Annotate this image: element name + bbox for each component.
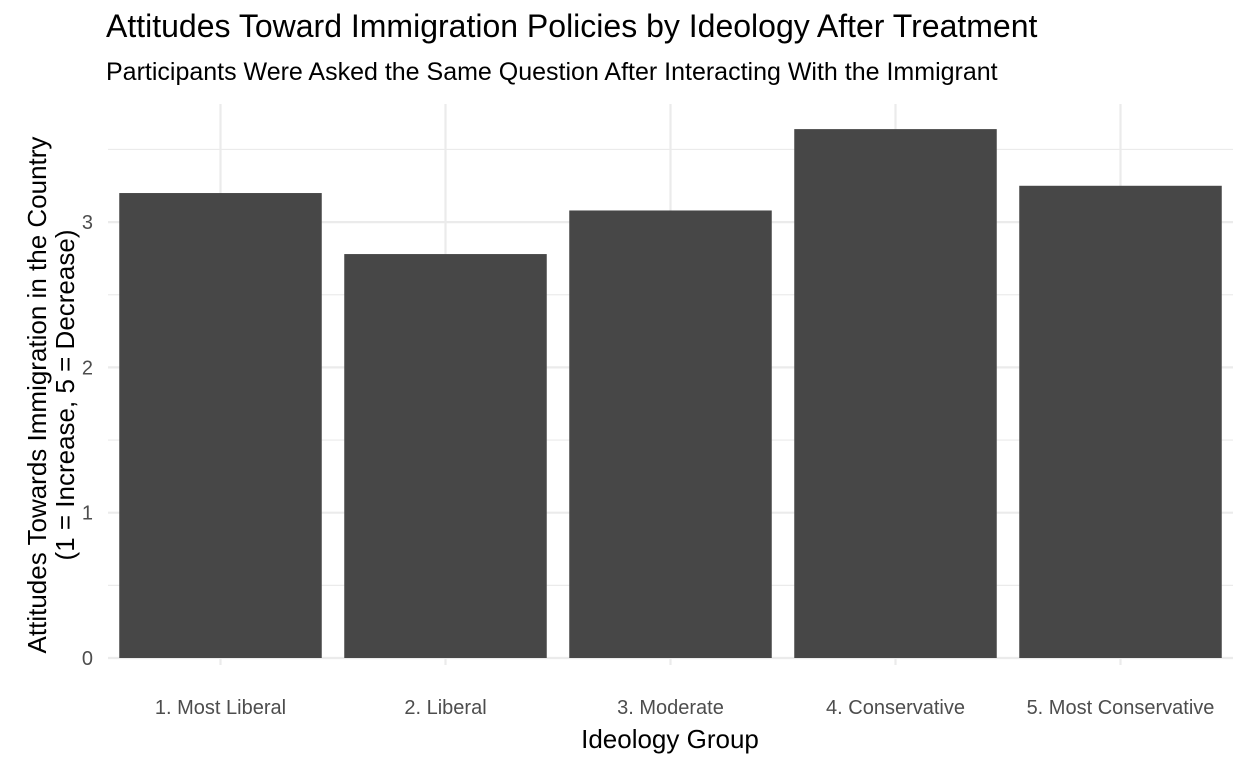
x-tick-labels: 1. Most Liberal 2. Liberal 3. Moderate 4. C… — [155, 697, 1215, 719]
y-tick-label: 0 — [82, 648, 93, 670]
y-tick-label: 3 — [82, 212, 93, 234]
bar — [1019, 185, 1222, 658]
x-tick-label: 1. Most Liberal — [155, 697, 286, 719]
x-tick-label: 2. Liberal — [404, 697, 486, 719]
chart-subtitle: Participants Were Asked the Same Questio… — [106, 58, 998, 86]
y-axis-label-line1: Attitudes Towards Immigration in the Cou… — [22, 137, 52, 654]
bar — [344, 254, 547, 659]
x-axis-label: Ideology Group — [581, 724, 759, 754]
chart-title: Attitudes Toward Immigration Policies by… — [106, 8, 1038, 44]
bar — [119, 193, 322, 659]
y-tick-label: 1 — [82, 503, 93, 525]
bars — [119, 129, 1222, 659]
x-tick-label: 4. Conservative — [826, 697, 965, 719]
y-tick-labels: 0 1 2 3 — [82, 212, 93, 670]
y-axis-label: Attitudes Towards Immigration in the Cou… — [22, 137, 80, 654]
bar — [794, 129, 997, 658]
x-tick-label: 5. Most Conservative — [1027, 697, 1215, 719]
y-axis-label-line2: (1 = Increase, 5 = Decrease) — [50, 230, 80, 561]
y-tick-label: 2 — [82, 357, 93, 379]
x-tick-label: 3. Moderate — [617, 697, 724, 719]
bar — [569, 210, 772, 658]
